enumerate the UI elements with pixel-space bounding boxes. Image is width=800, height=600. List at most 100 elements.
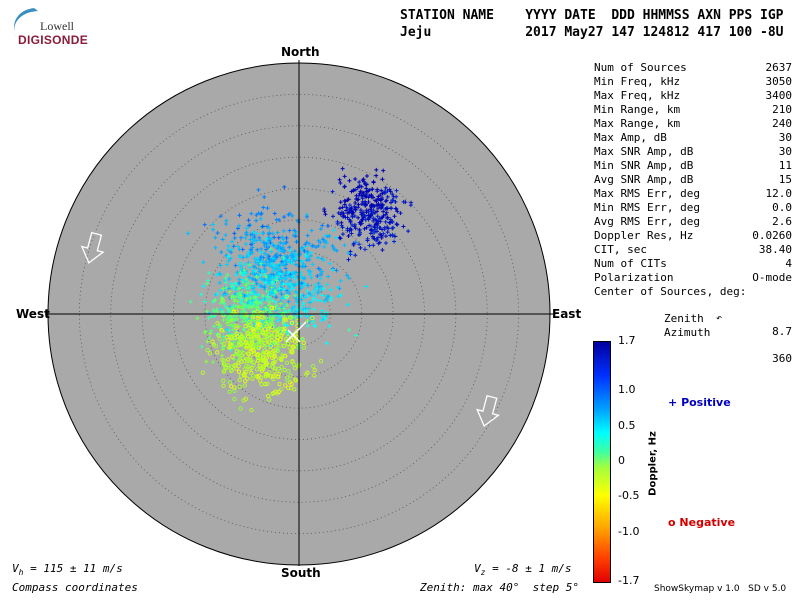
source-point-positive — [283, 240, 288, 245]
source-point-positive — [339, 220, 344, 225]
source-point-negative — [221, 358, 227, 363]
source-point-positive — [234, 273, 239, 278]
source-point-positive — [222, 278, 227, 283]
source-point-positive — [281, 228, 286, 233]
source-point-positive — [384, 198, 389, 203]
drift-arrow — [476, 394, 500, 428]
azimuth-arrow-icon: ↶ — [716, 313, 723, 324]
source-point-positive — [260, 231, 265, 236]
source-point-positive — [235, 292, 240, 297]
source-point-positive — [226, 258, 231, 263]
source-point-positive — [323, 212, 328, 217]
source-point-positive — [391, 225, 396, 230]
source-point-positive — [280, 245, 285, 250]
source-point-negative — [269, 334, 274, 340]
source-point-positive — [383, 207, 388, 212]
source-point-positive — [263, 315, 268, 320]
source-point-positive — [341, 214, 346, 219]
source-point-positive — [394, 206, 399, 211]
source-point-positive — [281, 255, 286, 260]
source-point-negative — [276, 389, 281, 395]
source-point-positive — [272, 211, 277, 216]
source-point-negative — [282, 326, 287, 331]
source-point-positive — [337, 206, 342, 211]
source-point-positive — [243, 282, 248, 287]
source-point-positive — [251, 268, 256, 273]
source-point-positive — [365, 236, 370, 241]
source-point-negative — [264, 360, 269, 365]
source-point-negative — [286, 369, 291, 374]
source-point-positive — [361, 190, 366, 195]
source-point-positive — [250, 245, 255, 250]
source-point-negative — [272, 340, 278, 345]
source-point-positive — [390, 198, 395, 203]
source-point-positive — [292, 271, 297, 276]
source-point-positive — [265, 294, 270, 299]
source-point-positive — [227, 286, 232, 291]
source-point-positive — [321, 237, 326, 242]
source-point-positive — [284, 288, 289, 293]
source-point-positive — [238, 315, 243, 320]
source-point-positive — [305, 288, 310, 293]
source-point-positive — [247, 275, 252, 280]
source-point-positive — [247, 223, 252, 228]
source-point-positive — [310, 262, 315, 267]
source-point-positive — [329, 295, 334, 300]
source-point-positive — [307, 257, 312, 262]
source-point-positive — [205, 339, 210, 344]
stat-row: Max RMS Err, deg 12.0 — [594, 187, 792, 200]
source-point-positive — [331, 228, 336, 233]
source-point-negative — [286, 341, 291, 346]
source-point-positive — [304, 314, 309, 319]
source-point-positive — [265, 224, 270, 229]
source-point-positive — [262, 296, 267, 301]
source-point-positive — [315, 290, 320, 295]
source-point-negative — [236, 340, 242, 346]
source-point-positive — [214, 272, 219, 277]
source-point-positive — [302, 248, 307, 253]
source-point-positive — [207, 270, 212, 275]
source-point-positive — [284, 275, 289, 280]
source-point-negative — [258, 325, 264, 331]
source-point-positive — [218, 288, 223, 293]
source-point-negative — [251, 348, 256, 353]
source-point-positive — [317, 267, 322, 272]
source-point-positive — [257, 235, 262, 240]
source-point-positive — [258, 216, 263, 221]
source-point-positive — [224, 262, 229, 267]
source-point-positive — [311, 296, 316, 301]
source-point-positive — [353, 240, 358, 245]
source-point-positive — [374, 173, 379, 178]
source-point-negative — [215, 321, 220, 326]
source-point-positive — [330, 243, 335, 248]
source-point-negative — [236, 360, 241, 365]
source-point-positive — [255, 256, 260, 261]
source-point-negative — [227, 389, 232, 394]
source-point-negative — [293, 378, 299, 383]
source-point-positive — [375, 214, 380, 219]
source-point-positive — [238, 261, 243, 266]
source-point-positive — [330, 189, 335, 194]
source-point-positive — [307, 272, 312, 277]
source-point-positive — [388, 189, 393, 194]
source-point-positive — [304, 214, 309, 219]
source-point-negative — [249, 407, 254, 413]
source-point-positive — [246, 281, 251, 286]
footer-zenith: Zenith: max 40° step 5° — [420, 581, 579, 594]
source-point-positive — [286, 308, 291, 313]
source-point-positive — [301, 293, 306, 298]
source-point-positive — [284, 235, 289, 240]
source-point-positive — [360, 199, 365, 204]
source-point-positive — [251, 285, 256, 290]
source-point-positive — [372, 204, 377, 209]
source-point-positive — [323, 316, 328, 321]
source-point-positive — [272, 283, 277, 288]
source-point-positive — [379, 188, 384, 193]
source-point-negative — [256, 358, 261, 363]
source-point-negative — [261, 364, 266, 369]
source-point-positive — [388, 200, 393, 205]
source-point-positive — [321, 286, 326, 291]
source-point-negative — [230, 354, 235, 359]
source-point-negative — [305, 370, 310, 375]
source-point-positive — [237, 223, 242, 228]
